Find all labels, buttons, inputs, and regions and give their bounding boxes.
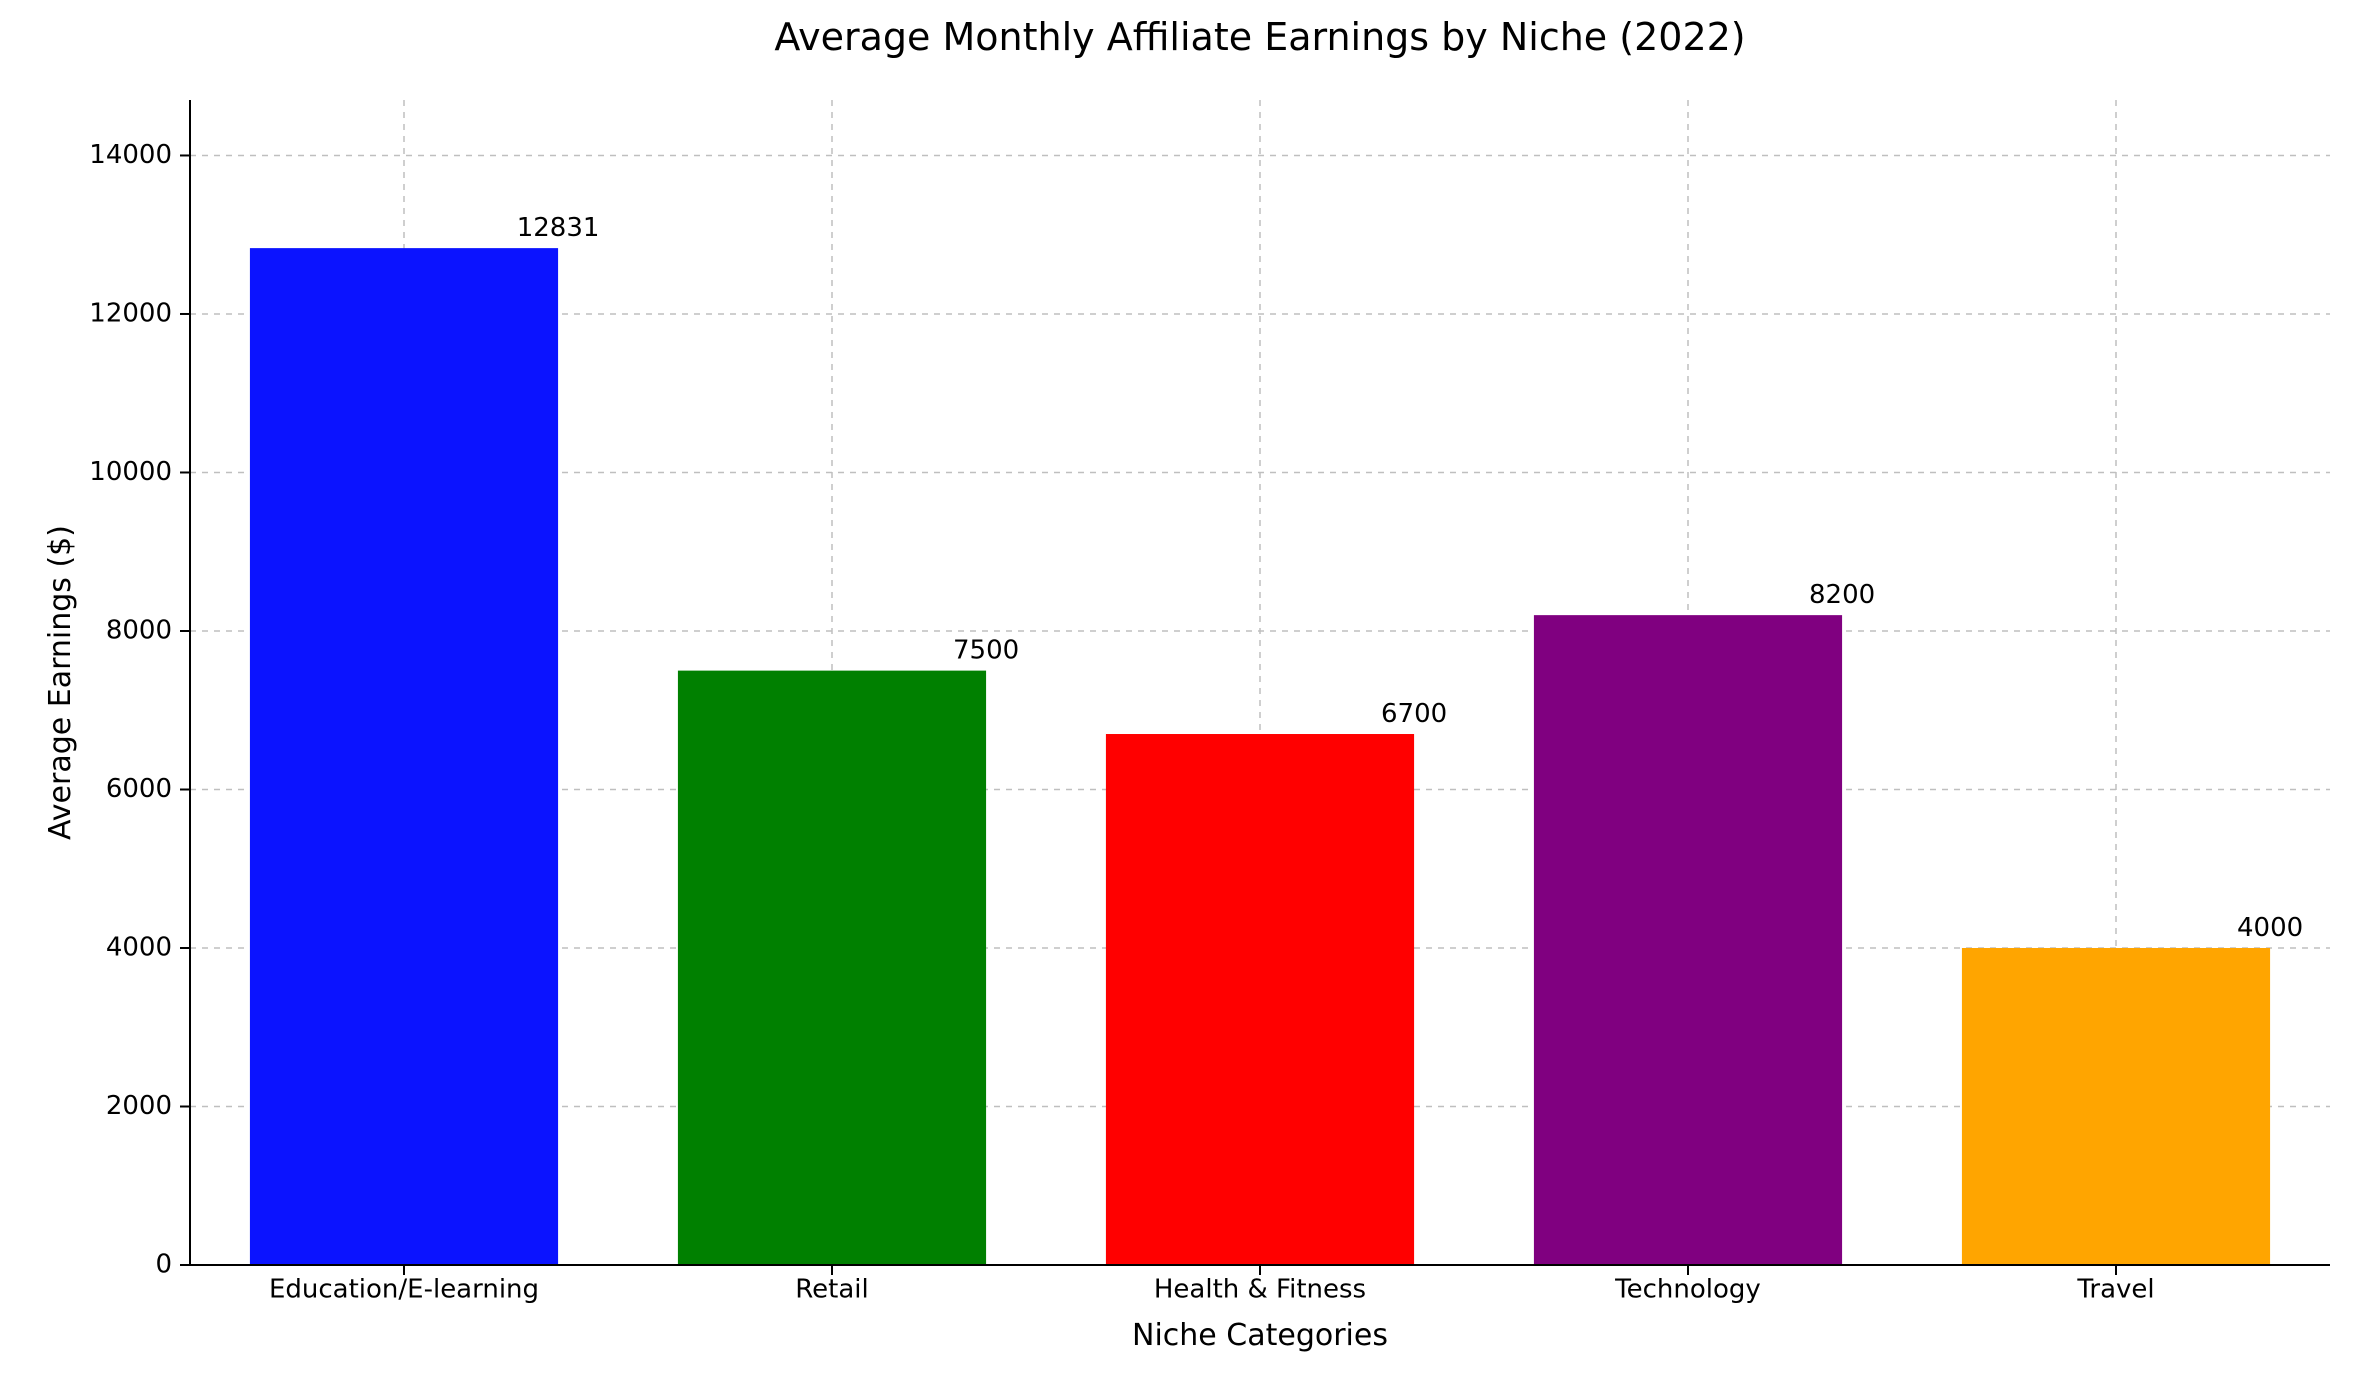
y-tick-label: 10000 bbox=[89, 457, 172, 487]
x-tick-label: Travel bbox=[2076, 1274, 2154, 1304]
bar bbox=[1962, 948, 2270, 1265]
y-tick-label: 4000 bbox=[106, 932, 172, 962]
bar-value-label: 6700 bbox=[1381, 699, 1447, 729]
y-tick-label: 2000 bbox=[106, 1091, 172, 1121]
x-tick-label: Health & Fitness bbox=[1154, 1274, 1366, 1304]
x-tick-label: Education/E-learning bbox=[269, 1274, 539, 1304]
bar bbox=[1534, 615, 1842, 1265]
x-tick-label: Technology bbox=[1614, 1274, 1761, 1304]
bar bbox=[1106, 734, 1414, 1265]
y-tick-label: 12000 bbox=[89, 298, 172, 328]
y-tick-label: 8000 bbox=[106, 615, 172, 645]
bar-value-label: 8200 bbox=[1809, 580, 1875, 610]
bar-value-label: 7500 bbox=[953, 636, 1019, 666]
y-tick-label: 14000 bbox=[89, 140, 172, 170]
y-axis-title: Average Earnings ($) bbox=[43, 525, 78, 840]
x-axis-title: Niche Categories bbox=[1132, 1318, 1388, 1353]
chart-title: Average Monthly Affiliate Earnings by Ni… bbox=[774, 15, 1745, 59]
chart-container: 0 2000 4000 6000 8000 10000 12000 14000 12831 Edu… bbox=[0, 0, 2379, 1380]
bar-chart: 0 2000 4000 6000 8000 10000 12000 14000 12831 Edu… bbox=[0, 0, 2379, 1380]
bar bbox=[678, 671, 986, 1265]
y-tick-label: 0 bbox=[155, 1250, 172, 1280]
bar-value-label: 4000 bbox=[2237, 913, 2303, 943]
bar-value-label: 12831 bbox=[517, 213, 600, 243]
y-tick-label: 6000 bbox=[106, 774, 172, 804]
bar bbox=[250, 248, 558, 1265]
x-tick-label: Retail bbox=[795, 1274, 868, 1304]
